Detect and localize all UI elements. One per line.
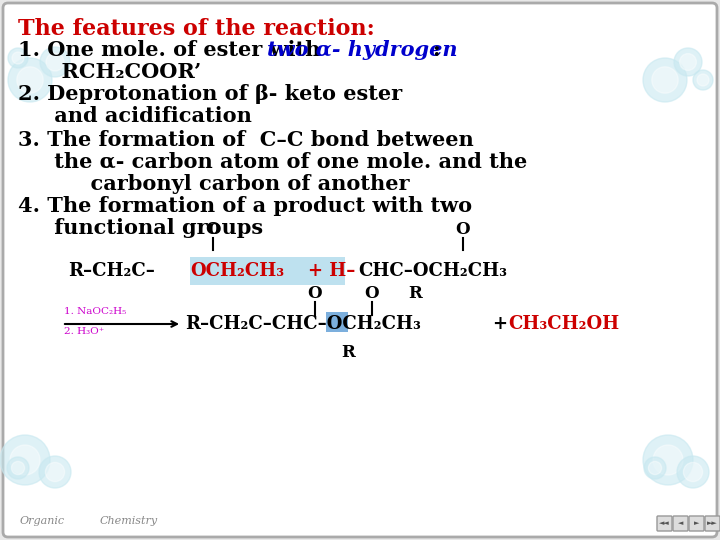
Text: CH₃CH₂OH: CH₃CH₂OH xyxy=(508,315,619,333)
Text: 4. The formation of a product with two: 4. The formation of a product with two xyxy=(18,196,472,216)
Text: two α- hydrogen: two α- hydrogen xyxy=(267,40,457,60)
Text: and acidification: and acidification xyxy=(18,106,252,126)
Text: ◄: ◄ xyxy=(678,521,683,526)
Text: O: O xyxy=(456,221,470,238)
Circle shape xyxy=(683,462,703,482)
Text: O: O xyxy=(365,285,379,302)
Text: R–CH₂C–: R–CH₂C– xyxy=(68,262,155,280)
Text: ◄◄: ◄◄ xyxy=(659,521,670,526)
Text: carbonyl carbon of another: carbonyl carbon of another xyxy=(18,174,410,194)
Circle shape xyxy=(12,52,24,64)
Text: O: O xyxy=(307,285,323,302)
Text: R: R xyxy=(408,285,422,302)
Text: ►: ► xyxy=(694,521,699,526)
Circle shape xyxy=(643,435,693,485)
Text: 2. H₃O⁺: 2. H₃O⁺ xyxy=(64,327,104,336)
Text: O: O xyxy=(206,221,220,238)
Circle shape xyxy=(7,457,29,479)
Text: R: R xyxy=(341,344,355,361)
Text: RCH₂COOR’: RCH₂COOR’ xyxy=(18,62,202,82)
Circle shape xyxy=(0,435,50,485)
Bar xyxy=(326,312,348,332)
FancyBboxPatch shape xyxy=(673,516,688,531)
Text: 2. Deprotonation of β- keto ester: 2. Deprotonation of β- keto ester xyxy=(18,84,402,104)
Text: Organic: Organic xyxy=(20,516,65,526)
Circle shape xyxy=(652,67,678,93)
Text: + H–: + H– xyxy=(308,262,356,280)
Circle shape xyxy=(17,67,43,93)
FancyBboxPatch shape xyxy=(657,516,672,531)
Circle shape xyxy=(653,445,683,475)
Circle shape xyxy=(46,53,64,71)
Circle shape xyxy=(12,461,24,475)
Text: CHC–OCH₂CH₃: CHC–OCH₂CH₃ xyxy=(358,262,507,280)
Circle shape xyxy=(40,47,70,77)
Text: the α- carbon atom of one mole. and the: the α- carbon atom of one mole. and the xyxy=(18,152,527,172)
Text: R–CH₂C–CHC–OCH₂CH₃: R–CH₂C–CHC–OCH₂CH₃ xyxy=(185,315,421,333)
Text: 1. NaOC₂H₅: 1. NaOC₂H₅ xyxy=(64,307,126,316)
Circle shape xyxy=(697,74,709,86)
Circle shape xyxy=(45,462,65,482)
FancyBboxPatch shape xyxy=(705,516,720,531)
Circle shape xyxy=(693,70,713,90)
Text: 3. The formation of  C–C bond between: 3. The formation of C–C bond between xyxy=(18,130,474,150)
Bar xyxy=(190,257,345,285)
Text: ►►: ►► xyxy=(707,521,718,526)
Circle shape xyxy=(8,58,52,102)
Circle shape xyxy=(39,456,71,488)
Circle shape xyxy=(674,48,702,76)
Circle shape xyxy=(649,461,662,475)
Text: 1. One mole. of ester with: 1. One mole. of ester with xyxy=(18,40,328,60)
Circle shape xyxy=(680,53,696,70)
FancyBboxPatch shape xyxy=(689,516,704,531)
Text: :: : xyxy=(432,40,440,60)
Circle shape xyxy=(643,58,687,102)
Text: functional groups: functional groups xyxy=(18,218,263,238)
Circle shape xyxy=(10,445,40,475)
Text: OCH₂CH₃: OCH₂CH₃ xyxy=(190,262,284,280)
Text: Chemistry: Chemistry xyxy=(100,516,158,526)
Circle shape xyxy=(8,48,28,68)
Text: +: + xyxy=(492,315,507,333)
Circle shape xyxy=(677,456,709,488)
Circle shape xyxy=(644,457,666,479)
Text: The features of the reaction:: The features of the reaction: xyxy=(18,18,374,40)
FancyBboxPatch shape xyxy=(3,3,717,537)
